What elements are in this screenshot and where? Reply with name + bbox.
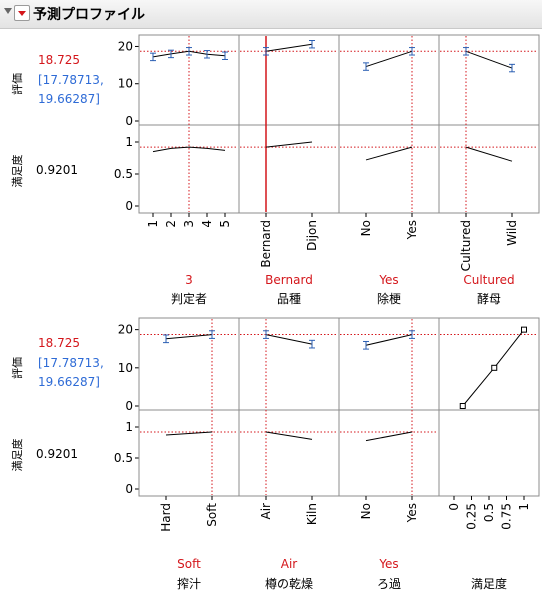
level-tick-label: Wild	[505, 220, 519, 246]
satisfaction-profile-line	[265, 431, 313, 440]
rating-axis-label: 評価	[10, 357, 24, 379]
factor-current-value[interactable]: Air	[281, 557, 298, 571]
rating-current-value: 18.725	[38, 53, 80, 67]
satisfaction-tick-label: 1	[125, 135, 133, 149]
factor-name-label: ろ過	[377, 577, 401, 591]
factor-current-value[interactable]: Bernard	[265, 273, 313, 287]
level-tick-label: 2	[164, 220, 178, 228]
satisfaction-plot-cell	[138, 409, 240, 497]
rating-profile-line	[265, 43, 313, 52]
level-tick-label: Cultured	[459, 220, 473, 271]
satisfaction-profile-line	[165, 431, 213, 436]
satisfaction-axis-label: 満足度	[10, 155, 24, 188]
rating-tick-label: 20	[118, 323, 133, 337]
satisfaction-current-value: 0.9201	[36, 163, 78, 177]
satisfaction-current-value: 0.9201	[36, 447, 78, 461]
satisfaction-axis-label: 満足度	[10, 439, 24, 472]
rating-plot-cell	[238, 317, 340, 411]
factor-name-label: 酵母	[477, 292, 501, 306]
rating-profile-line	[365, 50, 413, 68]
level-tick-label: 0	[447, 503, 461, 511]
factor-name-label: 樽の乾燥	[265, 576, 313, 591]
rating-plot-cell	[238, 34, 340, 126]
profiler-area: 評価 18.725 [17.78713, 19.66287] 満足度 0.9201 20 10…	[0, 28, 542, 597]
level-tick-label: No	[359, 503, 373, 519]
rating-tick-label: 10	[118, 77, 133, 91]
factor-name-label: 除梗	[377, 291, 401, 306]
level-tick-label: Bernard	[259, 220, 273, 268]
level-tick-label: 4	[200, 220, 214, 228]
rating-profile-line	[165, 334, 213, 340]
rating-plot-cell	[438, 34, 540, 126]
satisfaction-profile-line	[365, 146, 413, 161]
satisfaction-profile-line	[265, 141, 313, 148]
desirability-handle[interactable]	[491, 364, 498, 371]
level-tick-label: 0.5	[482, 503, 496, 522]
red-triangle-menu-icon[interactable]	[14, 5, 30, 21]
satisfaction-plot-cell	[338, 124, 440, 214]
rating-ci-upper: 19.66287]	[38, 92, 100, 106]
level-tick-label: 5	[218, 220, 232, 228]
factor-name-label: 搾汁	[177, 576, 201, 591]
level-tick-label: 1	[517, 503, 531, 511]
rating-axis-label: 評価	[10, 73, 24, 95]
rating-tick-label: 20	[118, 39, 133, 53]
rating-ci-lower: [17.78713,	[38, 356, 104, 370]
factor-name-label: 判定者	[171, 291, 207, 306]
page-title: 予測プロファイル	[33, 7, 145, 23]
satisfaction-tick-label: 0	[125, 482, 133, 496]
satisfaction-plot-cell	[238, 124, 340, 214]
level-tick-label: 0.75	[500, 503, 514, 530]
rating-plot-cell	[338, 317, 440, 411]
satisfaction-tick-label: 0.5	[114, 167, 133, 181]
satisfaction-tick-label: 1	[125, 420, 133, 434]
level-tick-label: Kiln	[305, 503, 319, 525]
factor-current-value[interactable]: Soft	[177, 557, 201, 571]
rating-ci-upper: 19.66287]	[38, 375, 100, 389]
rating-tick-label: 0	[125, 114, 133, 128]
level-tick-label: Air	[259, 503, 273, 520]
rating-profile-line	[465, 50, 513, 69]
level-tick-label: 0.25	[465, 503, 479, 530]
satisfaction-tick-label: 0.5	[114, 451, 133, 465]
rating-current-value: 18.725	[38, 336, 80, 350]
level-tick-label: 1	[146, 220, 160, 228]
factor-current-value[interactable]: Yes	[378, 273, 398, 287]
desirability-handle[interactable]	[459, 403, 466, 409]
satisfaction-profile-line	[465, 146, 513, 162]
factor-current-value[interactable]: 3	[185, 273, 193, 287]
rating-tick-label: 0	[125, 399, 133, 413]
level-tick-label: Soft	[205, 503, 219, 527]
rating-plot-cell	[138, 317, 240, 411]
level-tick-label: Yes	[405, 220, 419, 240]
rating-profile-line	[265, 334, 313, 345]
satisfaction-plot-cell	[238, 409, 340, 497]
factor-current-value[interactable]: Cultured	[463, 273, 514, 287]
rating-plot-cell	[338, 34, 440, 126]
satisfaction-plot-cell	[438, 124, 540, 214]
satisfaction-tick-label: 0	[125, 199, 133, 213]
collapse-triangle-icon[interactable]	[4, 8, 12, 14]
factor-name-label: 満足度	[471, 576, 507, 591]
factor-name-label: 品種	[277, 292, 301, 306]
satisfaction-profile-line	[365, 431, 413, 442]
rating-profile-line	[365, 334, 413, 346]
desirability-handle[interactable]	[521, 326, 527, 333]
satisfaction-plot-cell	[438, 409, 540, 497]
rating-tick-label: 10	[118, 361, 133, 375]
level-tick-label: No	[359, 220, 373, 236]
level-tick-label: Hard	[159, 503, 173, 532]
level-tick-label: Yes	[405, 503, 419, 523]
satisfaction-plot-cell	[338, 409, 440, 497]
level-tick-label: Dijon	[305, 220, 319, 251]
title-bar: 予測プロファイル	[0, 0, 542, 29]
level-tick-label: 3	[182, 220, 196, 228]
satisfaction-profile-line	[152, 146, 226, 153]
rating-ci-lower: [17.78713,	[38, 73, 104, 87]
factor-current-value[interactable]: Yes	[378, 557, 398, 571]
